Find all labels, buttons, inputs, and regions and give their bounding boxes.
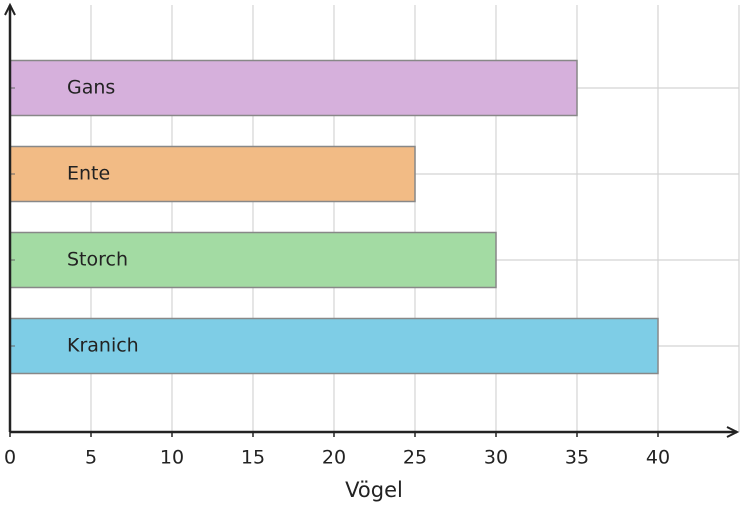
- x-tick-label: 10: [160, 447, 184, 469]
- x-tick-label: 15: [241, 447, 265, 469]
- bar: [9, 145, 416, 203]
- x-axis-label: Vögel: [345, 478, 403, 502]
- x-axis-arrow: [726, 426, 740, 438]
- x-tick-label: 5: [85, 447, 97, 469]
- bar: [9, 231, 497, 289]
- y-axis-arrow: [4, 2, 16, 16]
- x-tick-label: 25: [403, 447, 427, 469]
- x-tick-label: 0: [4, 447, 16, 469]
- category-label: Ente: [67, 163, 110, 185]
- bar: [9, 317, 659, 375]
- x-tick-label: 35: [565, 447, 589, 469]
- category-label: Storch: [67, 249, 128, 271]
- category-label: Kranich: [67, 335, 139, 357]
- x-tick-label: 40: [646, 447, 670, 469]
- category-label: Gans: [67, 77, 115, 99]
- x-tick-label: 30: [484, 447, 508, 469]
- x-tick-label: 20: [322, 447, 346, 469]
